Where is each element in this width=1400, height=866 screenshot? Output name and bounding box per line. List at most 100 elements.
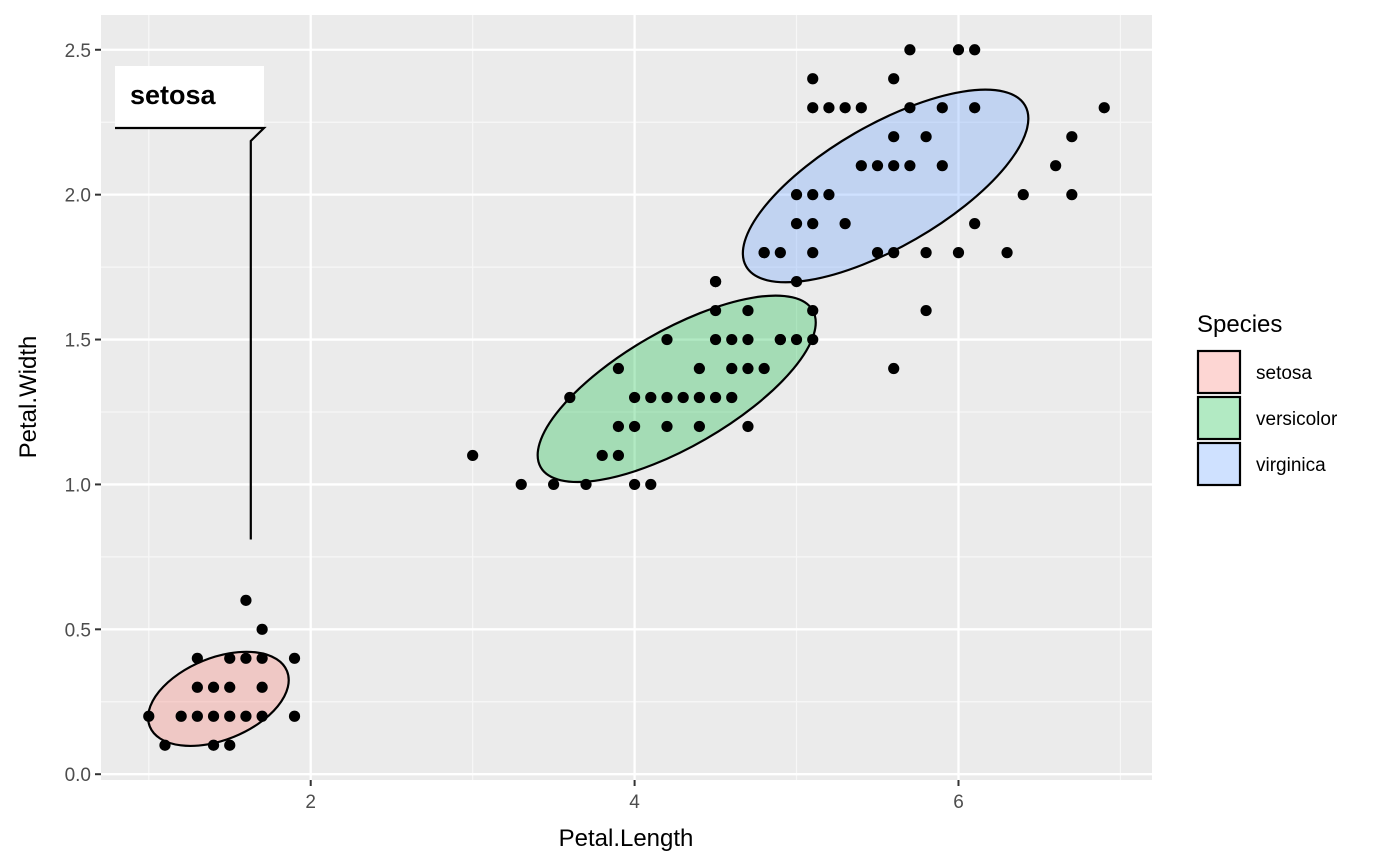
y-tick-label: 0.5 xyxy=(65,620,91,641)
annotation-callout: setosa xyxy=(115,66,267,540)
callout-label: setosa xyxy=(130,80,217,110)
point-setosa xyxy=(256,710,268,722)
point-versicolor xyxy=(742,420,754,433)
point-versicolor xyxy=(645,391,657,404)
point-setosa xyxy=(207,710,220,722)
point-versicolor xyxy=(693,362,705,375)
point-virginica xyxy=(1001,247,1013,259)
point-versicolor xyxy=(709,391,722,404)
point-versicolor xyxy=(596,449,608,462)
point-setosa xyxy=(159,739,171,751)
point-setosa xyxy=(224,681,236,693)
point-virginica xyxy=(839,102,851,114)
point-setosa xyxy=(191,710,203,722)
point-versicolor xyxy=(742,304,754,317)
point-virginica xyxy=(1050,160,1062,172)
point-virginica xyxy=(807,218,819,230)
point-virginica xyxy=(774,333,786,346)
y-tick-label: 1.0 xyxy=(65,475,91,496)
legend-key-bg xyxy=(1198,397,1240,439)
point-virginica xyxy=(807,333,819,346)
plot-panel xyxy=(101,15,1152,780)
legend-key-bg xyxy=(1198,443,1240,485)
legend-title: Species xyxy=(1197,311,1282,338)
point-setosa xyxy=(224,652,236,664)
point-versicolor xyxy=(758,362,770,375)
point-versicolor xyxy=(564,391,576,404)
point-setosa xyxy=(175,710,187,722)
point-virginica xyxy=(952,44,965,56)
legend-key-virginica xyxy=(1196,441,1242,487)
point-versicolor xyxy=(742,362,754,375)
minor-gridlines xyxy=(101,15,1152,780)
point-virginica xyxy=(920,131,932,143)
legend-label-versicolor: versicolor xyxy=(1256,409,1338,430)
point-versicolor xyxy=(709,333,722,346)
point-virginica xyxy=(807,247,819,259)
y-tick-label: 0.0 xyxy=(65,765,91,786)
y-axis-title: Petal.Width xyxy=(15,336,42,459)
point-setosa xyxy=(224,710,236,722)
ellipse-virginica xyxy=(741,88,1030,284)
legend: Species setosa versicolor virginica xyxy=(1196,311,1338,487)
point-virginica xyxy=(790,218,803,230)
point-virginica xyxy=(1098,102,1110,114)
point-virginica xyxy=(855,160,867,172)
point-setosa xyxy=(143,710,155,722)
point-virginica xyxy=(920,247,932,259)
point-virginica xyxy=(969,218,981,230)
point-virginica xyxy=(936,102,948,114)
point-virginica xyxy=(969,102,981,114)
point-versicolor xyxy=(580,478,592,491)
point-virginica xyxy=(807,73,819,85)
point-setosa xyxy=(207,681,220,693)
point-versicolor xyxy=(693,391,705,404)
point-versicolor xyxy=(661,420,673,433)
x-axis-title: Petal.Length xyxy=(559,825,694,852)
point-virginica xyxy=(855,102,867,114)
point-virginica xyxy=(936,160,948,172)
point-virginica xyxy=(1066,189,1078,201)
legend-key-versicolor xyxy=(1196,395,1242,441)
point-versicolor xyxy=(628,391,641,404)
point-virginica xyxy=(952,247,965,259)
point-versicolor xyxy=(515,478,527,491)
x-axis-ticks: 2 4 6 xyxy=(305,780,964,813)
x-tick-label: 6 xyxy=(953,792,964,813)
point-virginica xyxy=(969,44,981,56)
x-tick-label: 4 xyxy=(629,792,640,813)
point-setosa xyxy=(191,652,203,664)
point-virginica xyxy=(904,44,916,56)
point-versicolor xyxy=(677,391,689,404)
point-virginica xyxy=(888,160,900,172)
point-virginica xyxy=(904,160,916,172)
point-versicolor xyxy=(548,478,560,491)
point-virginica xyxy=(1066,131,1078,143)
point-versicolor xyxy=(790,275,803,288)
point-virginica xyxy=(807,189,819,201)
point-versicolor xyxy=(661,333,673,346)
point-virginica xyxy=(871,160,884,172)
point-versicolor xyxy=(807,304,819,317)
legend-key-setosa xyxy=(1196,349,1242,395)
point-virginica xyxy=(790,189,803,201)
point-versicolor xyxy=(628,478,641,491)
point-setosa xyxy=(256,652,268,664)
legend-label-setosa: setosa xyxy=(1256,363,1312,384)
point-versicolor xyxy=(628,420,641,433)
x-tick-label: 2 xyxy=(305,792,316,813)
point-versicolor xyxy=(467,449,479,462)
point-versicolor xyxy=(645,478,657,491)
point-virginica xyxy=(758,247,770,259)
point-virginica xyxy=(888,73,900,85)
legend-label-virginica: virginica xyxy=(1256,455,1326,476)
callout-box xyxy=(115,66,264,128)
point-versicolor xyxy=(612,449,625,462)
point-virginica xyxy=(709,275,722,288)
legend-key-bg xyxy=(1198,351,1240,393)
point-setosa xyxy=(240,594,252,606)
point-virginica xyxy=(904,102,916,114)
point-versicolor xyxy=(612,420,625,433)
callout-leader xyxy=(115,126,267,540)
point-setosa xyxy=(256,681,268,693)
